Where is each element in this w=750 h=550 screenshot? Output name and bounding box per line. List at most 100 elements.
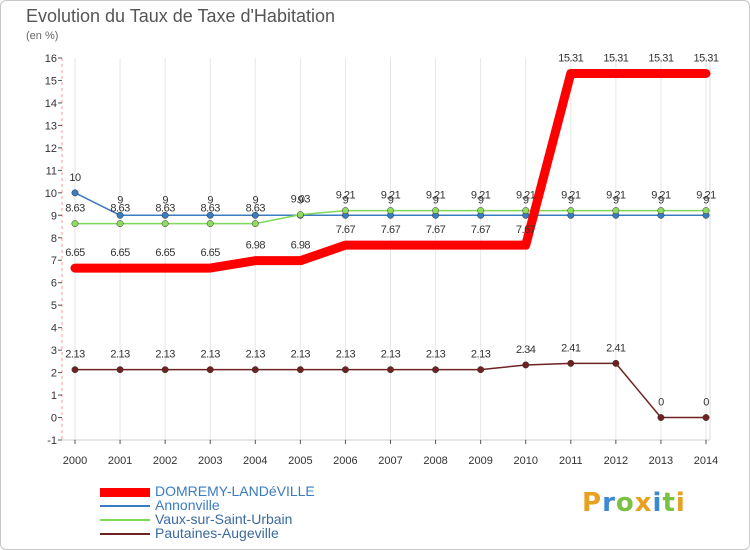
data-point bbox=[116, 211, 124, 219]
data-point bbox=[296, 366, 304, 374]
data-label: 9 bbox=[433, 194, 439, 206]
data-label: 9 bbox=[703, 194, 709, 206]
x-tick-label: 2009 bbox=[468, 455, 492, 467]
x-tick-label: 2010 bbox=[513, 455, 537, 467]
data-label: 9.21 bbox=[381, 190, 401, 202]
data-label: 6.98 bbox=[291, 240, 311, 252]
data-point bbox=[386, 241, 395, 250]
data-point bbox=[206, 264, 215, 273]
data-label: 9.21 bbox=[696, 190, 716, 202]
legend-swatch bbox=[100, 487, 150, 497]
x-tick-label: 2002 bbox=[153, 455, 177, 467]
data-label: 8.63 bbox=[110, 203, 130, 215]
y-tick-label: 11 bbox=[46, 165, 57, 177]
logo-letter: i bbox=[652, 488, 663, 518]
data-point bbox=[206, 211, 214, 219]
data-label: 6.65 bbox=[201, 247, 221, 259]
x-tick-label: 2001 bbox=[108, 455, 132, 467]
data-point bbox=[387, 366, 394, 374]
y-axis-unit-label: (en %) bbox=[26, 30, 59, 42]
data-point bbox=[522, 361, 530, 369]
data-point bbox=[251, 366, 259, 374]
logo-letter: P bbox=[582, 488, 603, 518]
data-point bbox=[71, 189, 79, 197]
data-point bbox=[161, 264, 170, 273]
data-label: 9 bbox=[162, 194, 168, 206]
data-label: 2.41 bbox=[606, 342, 626, 354]
data-label: 9 bbox=[117, 194, 123, 206]
data-label: 2.13 bbox=[336, 349, 356, 361]
data-point bbox=[702, 69, 710, 78]
legend-swatch bbox=[100, 505, 150, 507]
data-point bbox=[251, 256, 260, 265]
data-label: 9 bbox=[298, 194, 304, 206]
legend-item: Pautaines-Augeville bbox=[100, 525, 420, 541]
x-tick-label: 2003 bbox=[198, 455, 222, 467]
data-point bbox=[341, 241, 350, 250]
data-point bbox=[432, 366, 440, 374]
x-tick-label: 2008 bbox=[423, 455, 447, 467]
data-point bbox=[71, 220, 79, 228]
y-tick-label: 14 bbox=[45, 98, 57, 110]
data-label: 2.41 bbox=[561, 342, 581, 354]
data-point bbox=[566, 69, 575, 78]
data-point bbox=[71, 264, 79, 273]
x-tick-label: 2004 bbox=[243, 455, 267, 467]
data-point bbox=[612, 359, 620, 367]
legend-swatch bbox=[100, 533, 150, 535]
data-point bbox=[296, 256, 305, 265]
data-point bbox=[251, 211, 259, 219]
data-label: 15.31 bbox=[558, 53, 583, 65]
data-point bbox=[476, 241, 485, 250]
data-label: 15.31 bbox=[648, 53, 673, 65]
data-point bbox=[657, 414, 665, 421]
data-point bbox=[161, 220, 169, 228]
data-label: 9 bbox=[478, 194, 484, 206]
data-label: 8.63 bbox=[246, 203, 266, 215]
data-label: 8.63 bbox=[65, 203, 85, 215]
data-point bbox=[702, 414, 710, 421]
data-point bbox=[296, 211, 304, 219]
y-tick-label: 9 bbox=[51, 210, 57, 222]
data-point bbox=[477, 366, 485, 374]
data-label: 2.13 bbox=[110, 349, 130, 361]
data-label: 10 bbox=[69, 172, 81, 184]
data-point bbox=[477, 207, 485, 215]
y-tick-label: 7 bbox=[51, 255, 57, 267]
x-tick-label: 2012 bbox=[604, 455, 628, 467]
data-label: 8.63 bbox=[201, 203, 221, 215]
data-point bbox=[116, 220, 124, 228]
data-label: 2.13 bbox=[291, 349, 311, 361]
data-label: 0 bbox=[658, 397, 664, 409]
data-label: 2.34 bbox=[516, 344, 536, 356]
data-point bbox=[116, 366, 124, 374]
data-point bbox=[251, 220, 259, 228]
data-point bbox=[71, 366, 79, 374]
data-point bbox=[116, 264, 125, 273]
data-point bbox=[522, 207, 530, 215]
y-tick-label: -1 bbox=[47, 435, 57, 447]
y-tick-label: 2 bbox=[51, 368, 57, 380]
data-label: 8.63 bbox=[155, 203, 175, 215]
legend-item: Annonville bbox=[100, 497, 420, 513]
data-label: 7.67 bbox=[336, 224, 356, 236]
data-label: 9.21 bbox=[651, 190, 671, 202]
data-point bbox=[567, 207, 575, 215]
data-point bbox=[161, 366, 169, 374]
y-tick-label: 16 bbox=[45, 53, 57, 65]
data-point bbox=[521, 241, 530, 250]
data-point bbox=[611, 69, 620, 78]
y-tick-label: 3 bbox=[51, 345, 57, 357]
data-point bbox=[341, 366, 349, 374]
x-tick-label: 2005 bbox=[288, 455, 312, 467]
data-label: 6.65 bbox=[155, 247, 175, 259]
data-label: 9 bbox=[343, 194, 349, 206]
y-tick-label: 8 bbox=[51, 233, 57, 245]
y-tick-label: 4 bbox=[51, 323, 57, 335]
logo-letter: t bbox=[662, 488, 676, 518]
data-label: 15.31 bbox=[693, 53, 718, 65]
data-label: 6.65 bbox=[110, 247, 130, 259]
y-tick-label: 13 bbox=[45, 120, 57, 132]
